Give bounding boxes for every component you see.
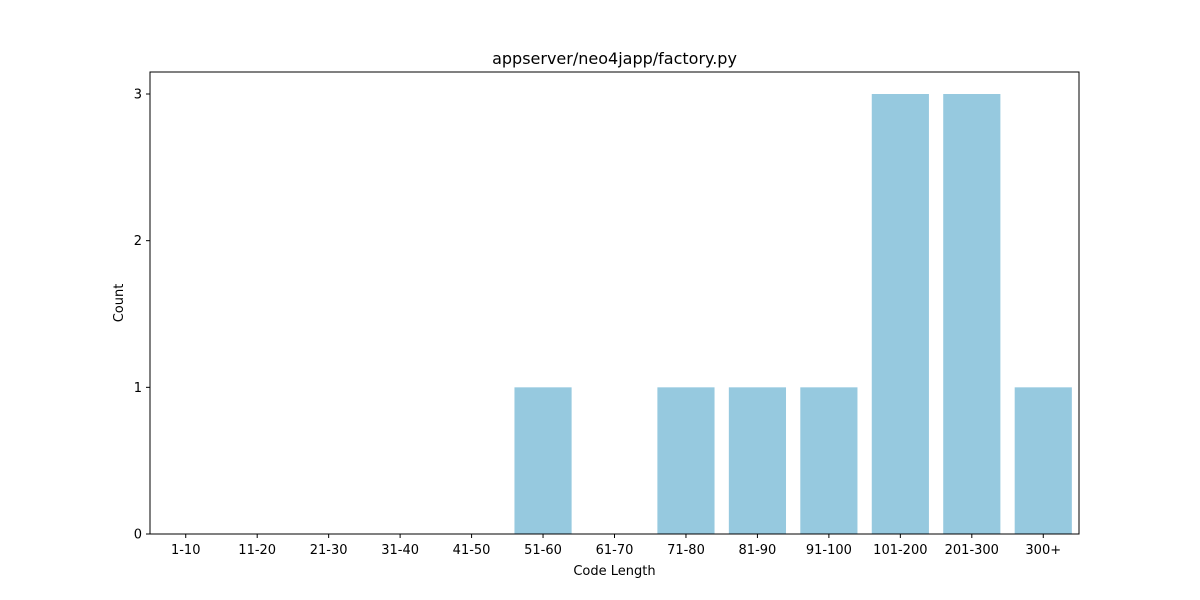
x-tick-label: 300+ xyxy=(1025,543,1061,558)
x-tick-label: 91-100 xyxy=(806,543,852,558)
x-tick-label: 201-300 xyxy=(945,543,999,558)
y-axis-ticks: 0 1 2 3 xyxy=(134,88,150,543)
x-axis-ticks: 1-10 11-20 21-30 31-40 41-50 51-60 61-70 71-80 8… xyxy=(171,534,1061,558)
bars-group xyxy=(514,94,1072,534)
plot-frame xyxy=(149,71,1080,535)
x-tick-label: 11-20 xyxy=(238,543,276,558)
bar-201-300 xyxy=(943,94,1001,534)
bar-51-60 xyxy=(514,387,572,534)
x-axis-label: Code Length xyxy=(573,564,655,579)
x-tick-label: 71-80 xyxy=(667,543,705,558)
bar-91-100 xyxy=(800,387,858,534)
x-tick-label: 101-200 xyxy=(873,543,927,558)
x-tick-label: 21-30 xyxy=(310,543,348,558)
y-tick-label: 2 xyxy=(134,234,142,249)
x-tick-label: 1-10 xyxy=(171,543,201,558)
x-tick-label: 51-60 xyxy=(524,543,562,558)
y-axis-label: Count xyxy=(112,284,127,323)
bar-81-90 xyxy=(728,387,787,534)
bar-101-200 xyxy=(871,94,929,534)
y-tick-label: 3 xyxy=(134,88,142,103)
x-tick-label: 41-50 xyxy=(453,543,491,558)
x-tick-label: 81-90 xyxy=(739,543,777,558)
bar-71-80 xyxy=(657,387,715,534)
x-tick-label: 31-40 xyxy=(381,543,419,558)
y-tick-label: 1 xyxy=(134,381,142,396)
chart-title: appserver/neo4japp/factory.py xyxy=(492,49,737,68)
bar-300+ xyxy=(1014,387,1072,534)
y-tick-label: 0 xyxy=(134,528,142,543)
x-tick-label: 61-70 xyxy=(596,543,634,558)
